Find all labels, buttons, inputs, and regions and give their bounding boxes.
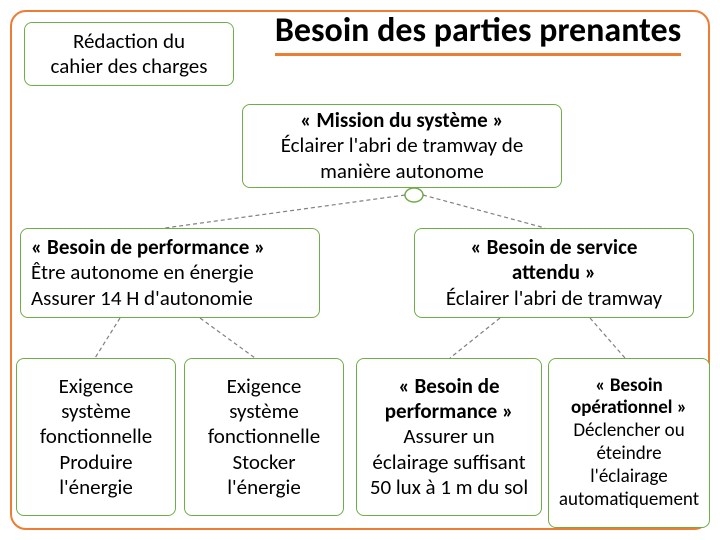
exig2-l3: fonctionnelle [208,424,320,449]
box-performance-left: « Besoin de performance » Être autonome … [20,228,320,318]
service-heading2: attendu » [512,260,596,285]
oper-h1: « Besoin [595,375,662,398]
page-title: Besoin des parties prenantes [258,10,698,51]
exig1-l1: Exigence [59,374,134,399]
service-heading1: « Besoin de service [471,235,638,260]
exig1-l5: l'énergie [59,475,133,500]
oper-l1: Déclencher ou [573,420,684,443]
exig1-l2: système [61,399,131,424]
oper-l4: automatiquement [559,489,699,512]
exig2-l5: l'énergie [227,475,301,500]
perf-right-h2: performance » [385,399,514,424]
perf-right-l1: Assurer un [403,424,494,449]
mission-line1: Éclairer l'abri de tramway de [281,133,524,158]
box-redaction: Rédaction du cahier des charges [24,22,234,86]
mission-line2: manière autonome [320,159,484,184]
exig2-l1: Exigence [227,374,302,399]
service-line1: Éclairer l'abri de tramway [446,286,662,311]
page-title-text: Besoin des parties prenantes [275,10,681,51]
exig2-l2: système [229,399,299,424]
perf-left-heading: « Besoin de performance » [31,235,265,260]
redaction-line2: cahier des charges [51,54,208,79]
exig1-l4: Produire [59,450,132,475]
oper-h2: opérationnel » [571,397,687,420]
box-exigence-produire: Exigence système fonctionnelle Produire … [16,358,176,516]
box-operationnel: « Besoin opérationnel » Déclencher ou ét… [548,358,710,528]
exig2-l4: Stocker [232,450,295,475]
mission-heading: « Mission du système » [300,108,503,133]
oper-l2: éteindre [596,443,661,466]
box-exigence-stocker: Exigence système fonctionnelle Stocker l… [184,358,344,516]
box-mission: « Mission du système » Éclairer l'abri d… [242,104,562,188]
perf-left-line2: Assurer 14 H d'autonomie [31,286,253,311]
exig1-l3: fonctionnelle [40,424,152,449]
perf-left-line1: Être autonome en énergie [31,260,254,285]
oper-l3: l'éclairage [590,466,667,489]
perf-right-l2: éclairage suffisant [372,450,525,475]
perf-right-l3: 50 lux à 1 m du sol [370,475,528,500]
perf-right-h1: « Besoin de [398,374,499,399]
redaction-line1: Rédaction du [73,29,185,54]
box-service: « Besoin de service attendu » Éclairer l… [414,228,694,318]
box-performance-right: « Besoin de performance » Assurer un écl… [356,358,542,516]
